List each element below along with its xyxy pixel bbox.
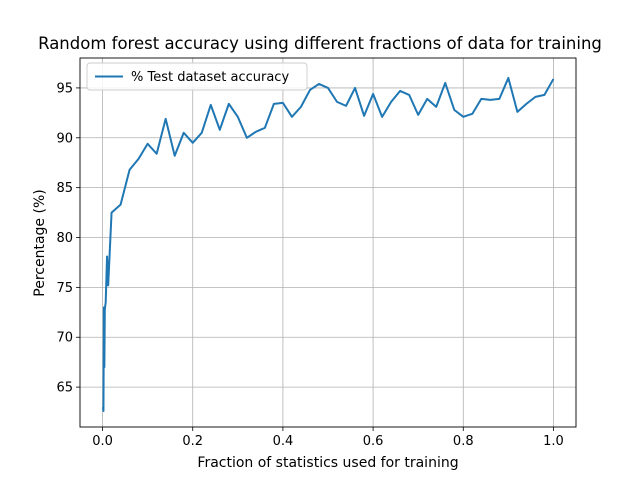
x-tick-label: 0.6 [363,434,384,449]
x-axis-label: Fraction of statistics used for training [197,455,458,471]
x-tick-label: 1.0 [543,434,564,449]
grid [80,58,576,427]
y-tick-label: 90 [56,131,73,146]
y-tick-label: 70 [56,331,73,346]
x-tick-label: 0.2 [182,434,203,449]
x-tick-label: 0.8 [453,434,474,449]
x-tick-label: 0.0 [92,434,113,449]
y-tick-label: 95 [56,81,73,96]
legend-label: % Test dataset accuracy [131,70,289,85]
chart-title: Random forest accuracy using different f… [38,34,602,53]
x-axis: 0.0 0.2 0.4 0.6 0.8 1.0 [92,427,564,449]
y-tick-label: 65 [56,381,73,396]
y-axis-label: Percentage (%) [32,189,48,296]
legend-box [86,62,308,91]
series-layer [102,76,555,413]
y-tick-label: 85 [56,181,73,196]
y-tick-label: 80 [56,231,73,246]
legend: % Test dataset accuracy [86,62,308,91]
y-axis: 65 70 75 80 85 90 95 [56,81,80,396]
y-tick-label: 75 [56,281,73,296]
x-tick-label: 0.4 [273,434,294,449]
series-line [102,76,555,413]
plot-frame [79,57,577,428]
